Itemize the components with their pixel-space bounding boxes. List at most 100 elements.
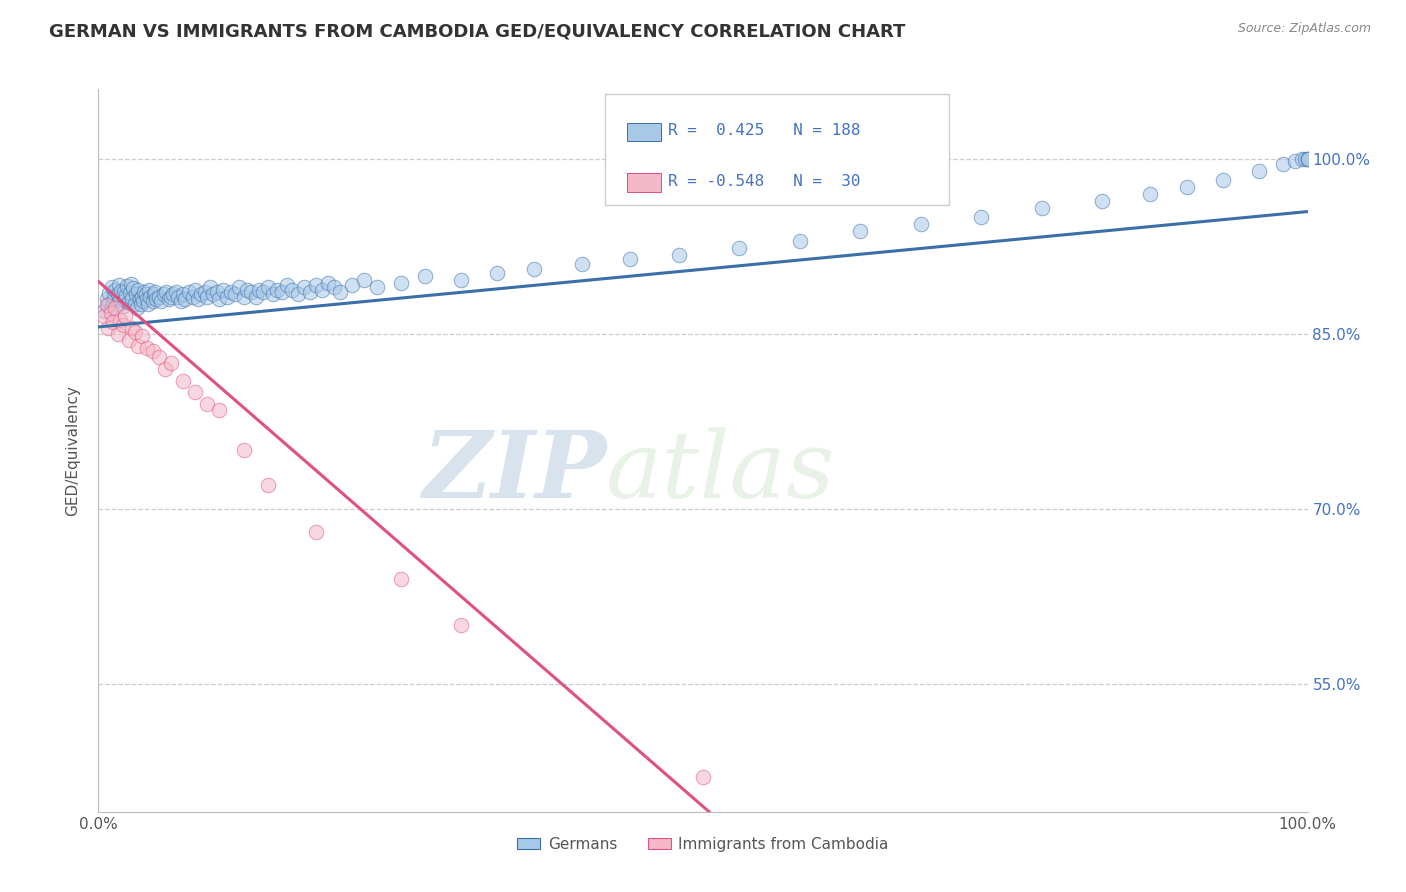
- Point: [111, 299, 134, 313]
- Text: atlas: atlas: [606, 427, 835, 517]
- Point: [486, 266, 509, 280]
- Point: [276, 277, 298, 292]
- Point: [118, 333, 141, 347]
- Point: [118, 295, 141, 310]
- Point: [100, 301, 122, 316]
- Point: [117, 279, 139, 293]
- Point: [101, 294, 124, 309]
- Point: [184, 283, 207, 297]
- Point: [148, 290, 170, 304]
- Point: [221, 285, 243, 299]
- Point: [131, 290, 153, 304]
- Point: [232, 290, 254, 304]
- Point: [97, 321, 120, 335]
- Point: [329, 285, 352, 299]
- Point: [184, 385, 207, 400]
- Point: [127, 338, 149, 352]
- Text: GERMAN VS IMMIGRANTS FROM CAMBODIA GED/EQUIVALENCY CORRELATION CHART: GERMAN VS IMMIGRANTS FROM CAMBODIA GED/E…: [49, 22, 905, 40]
- Legend: Germans, Immigrants from Cambodia: Germans, Immigrants from Cambodia: [512, 831, 894, 858]
- Point: [142, 344, 165, 359]
- Point: [135, 341, 157, 355]
- Point: [172, 287, 194, 301]
- Point: [148, 350, 170, 364]
- Point: [129, 296, 152, 310]
- Point: [366, 280, 388, 294]
- Point: [135, 287, 157, 301]
- Point: [668, 248, 690, 262]
- Point: [179, 285, 201, 299]
- Point: [96, 292, 118, 306]
- Point: [127, 283, 149, 297]
- Point: [1296, 152, 1319, 166]
- Point: [389, 572, 412, 586]
- Point: [262, 287, 284, 301]
- Point: [202, 287, 225, 301]
- Point: [389, 276, 412, 290]
- Point: [104, 283, 127, 297]
- Point: [195, 290, 218, 304]
- Point: [114, 310, 136, 324]
- Point: [125, 287, 148, 301]
- Point: [194, 285, 217, 299]
- Point: [96, 298, 118, 312]
- Point: [1294, 152, 1316, 166]
- Point: [256, 280, 278, 294]
- Point: [215, 290, 238, 304]
- Point: [121, 321, 143, 335]
- Point: [120, 277, 142, 291]
- Point: [311, 283, 333, 297]
- Point: [118, 286, 141, 301]
- Point: [619, 252, 641, 267]
- Point: [150, 294, 173, 309]
- Point: [169, 294, 191, 309]
- Point: [232, 443, 254, 458]
- Point: [172, 374, 194, 388]
- Point: [789, 234, 811, 248]
- Point: [266, 283, 288, 297]
- Point: [112, 285, 135, 299]
- Point: [98, 286, 121, 301]
- Point: [1296, 152, 1319, 166]
- Point: [107, 326, 129, 341]
- Point: [107, 287, 129, 301]
- Point: [174, 292, 197, 306]
- Point: [1284, 154, 1306, 169]
- Point: [160, 356, 183, 370]
- Point: [323, 280, 346, 294]
- Point: [970, 211, 993, 225]
- Point: [124, 325, 146, 339]
- Point: [228, 280, 250, 294]
- Point: [153, 362, 176, 376]
- Point: [413, 268, 436, 283]
- Y-axis label: GED/Equivalency: GED/Equivalency: [65, 385, 80, 516]
- Point: [239, 285, 262, 299]
- Point: [128, 292, 150, 306]
- Point: [692, 770, 714, 784]
- Point: [115, 288, 138, 302]
- Point: [1272, 157, 1295, 171]
- Point: [353, 273, 375, 287]
- Point: [198, 280, 221, 294]
- Text: ZIP: ZIP: [422, 427, 606, 517]
- Point: [145, 292, 167, 306]
- Point: [167, 290, 190, 304]
- Point: [1139, 187, 1161, 202]
- Point: [181, 290, 204, 304]
- Point: [212, 283, 235, 297]
- Point: [1091, 194, 1114, 208]
- Point: [136, 296, 159, 310]
- Point: [208, 292, 231, 306]
- Point: [101, 315, 124, 329]
- Point: [103, 290, 125, 304]
- Point: [104, 301, 127, 316]
- Point: [100, 280, 122, 294]
- Point: [1249, 163, 1271, 178]
- Point: [143, 285, 166, 299]
- Point: [256, 478, 278, 492]
- Point: [187, 292, 209, 306]
- Point: [124, 296, 146, 310]
- Point: [1212, 173, 1234, 187]
- Point: [1291, 152, 1313, 166]
- Point: [571, 257, 593, 271]
- Text: R =  0.425   N = 188: R = 0.425 N = 188: [668, 123, 860, 138]
